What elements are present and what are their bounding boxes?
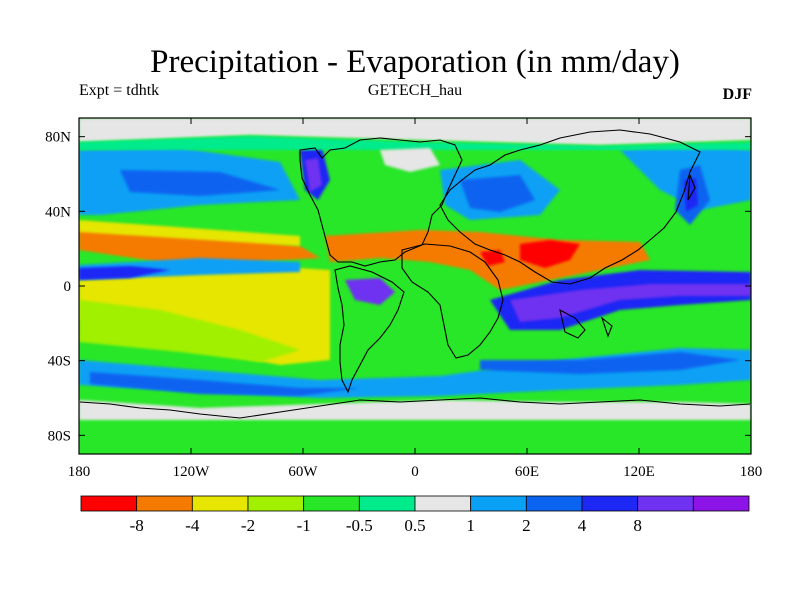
colorbar-label: -2 <box>241 516 255 535</box>
y-tick-label: 40N <box>45 204 71 220</box>
colorbar-label: -1 <box>297 516 311 535</box>
x-tick-label: 0 <box>411 464 419 480</box>
colorbar-label: -0.5 <box>346 516 373 535</box>
field-region <box>305 158 322 192</box>
colorbar-label: 4 <box>578 516 587 535</box>
y-axis-ticks: 80N 40N 0 40S 80S <box>45 130 751 444</box>
y-tick-label: 0 <box>64 279 72 295</box>
colorbar-swatch <box>470 495 527 512</box>
y-tick-label: 80N <box>45 130 71 146</box>
colorbar-swatch <box>358 495 416 512</box>
field-region <box>120 170 280 196</box>
colorbar-swatch <box>303 495 360 512</box>
continent-outlines <box>79 129 751 419</box>
coast-islands <box>559 174 696 339</box>
colorbar-label: 8 <box>633 516 642 535</box>
field-region <box>79 136 751 150</box>
colorbar-swatch <box>191 495 249 512</box>
coast-antarctica <box>79 397 751 419</box>
colorbar-swatch <box>247 495 305 512</box>
field-region <box>345 278 395 305</box>
field-region <box>480 250 505 266</box>
field-region <box>79 266 170 280</box>
colorbar-swatch <box>136 495 193 512</box>
field-region <box>380 148 440 172</box>
colorbar-label: -4 <box>185 516 200 535</box>
colorbar-swatch <box>414 495 472 512</box>
colorbar-swatch <box>525 495 583 512</box>
x-tick-label: 180 <box>740 464 763 480</box>
x-axis-ticks: 180 120W 60W 0 60E 120E 180 <box>68 118 763 480</box>
colorbar-label: 1 <box>466 516 475 535</box>
field-region <box>520 240 580 268</box>
plot-title: Precipitation - Evaporation (in mm/day) <box>150 44 680 80</box>
colorbar-swatch <box>80 495 138 512</box>
coast-africa <box>401 243 504 359</box>
field-region <box>460 175 535 212</box>
field-region <box>79 300 300 362</box>
colorbar-label: 0.5 <box>404 516 425 535</box>
x-tick-label: 180 <box>68 464 91 480</box>
experiment-label: Expt = tdhtk <box>79 82 160 99</box>
colorbar-label: 2 <box>522 516 531 535</box>
colorbar: -8 -4 -2 -1 -0.5 0.5 1 2 4 8 <box>80 495 750 535</box>
dataset-label: GETECH_hau <box>367 82 463 99</box>
x-tick-label: 60E <box>515 464 539 480</box>
field-region <box>79 400 751 420</box>
field-region <box>480 352 740 374</box>
field-region <box>79 228 320 262</box>
field-region <box>510 284 751 322</box>
coast-eurasia <box>439 129 701 285</box>
precip-minus-evap-field <box>79 118 751 454</box>
colorbar-swatch <box>637 495 694 512</box>
season-label: DJF <box>722 86 752 103</box>
y-tick-label: 40S <box>48 354 71 370</box>
field-region <box>90 372 360 396</box>
coast-north-america <box>299 137 463 267</box>
field-region <box>79 220 300 246</box>
x-tick-label: 60W <box>288 464 318 480</box>
x-tick-label: 120E <box>623 464 655 480</box>
colorbar-label: -8 <box>130 516 144 535</box>
y-tick-label: 80S <box>48 428 71 444</box>
coast-south-america <box>334 265 405 394</box>
x-tick-label: 120W <box>173 464 211 480</box>
colorbar-swatch <box>581 495 639 512</box>
field-region <box>79 118 751 145</box>
colorbar-swatch <box>692 495 750 512</box>
